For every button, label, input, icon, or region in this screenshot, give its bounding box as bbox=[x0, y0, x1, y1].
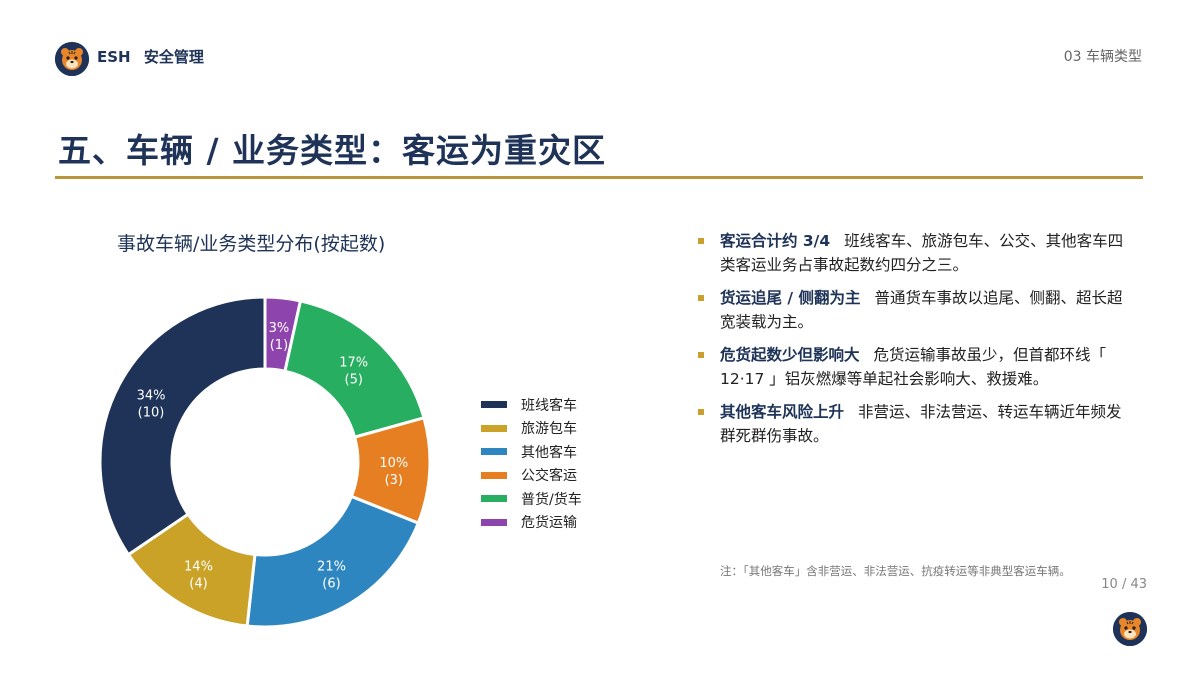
key-point-heading: 危货起数少但影响大 bbox=[720, 346, 860, 364]
donut-slice bbox=[98, 295, 267, 557]
slice-count-label: (3) bbox=[385, 473, 403, 488]
key-point: 货运追尾 / 侧翻为主 普通货车事故以追尾、侧翻、超长超宽装载为主。 bbox=[698, 286, 1130, 334]
legend-swatch bbox=[481, 424, 507, 432]
bullet-marker-icon bbox=[698, 238, 704, 244]
key-point: 危货起数少但影响大 危货运输事故虽少，但首都环线「 12·17 」铝灰燃爆等单起社… bbox=[698, 343, 1130, 391]
key-point-heading: 其他客车风险上升 bbox=[720, 403, 845, 421]
legend-item: 危货运输 bbox=[481, 511, 582, 535]
tiger-logo-icon bbox=[1113, 612, 1147, 646]
section-reference: 03 车辆类型 bbox=[1063, 49, 1142, 65]
legend-label: 旅游包车 bbox=[521, 421, 577, 438]
logo-bottom bbox=[1113, 612, 1147, 646]
legend-item: 班线客车 bbox=[481, 393, 582, 417]
legend-item: 其他客车 bbox=[481, 440, 582, 464]
legend-item: 普货/货车 bbox=[481, 487, 582, 511]
slice-count-label: (10) bbox=[138, 406, 165, 421]
key-point-heading: 货运追尾 / 侧翻为主 bbox=[720, 289, 861, 307]
slice-percent-label: 21% bbox=[317, 560, 346, 575]
key-point-heading: 客运合计约 3/4 bbox=[720, 232, 831, 250]
chart-legend: 班线客车旅游包车其他客车公交客运普货/货车危货运输 bbox=[481, 393, 582, 534]
legend-label: 普货/货车 bbox=[521, 491, 582, 508]
logo bbox=[55, 42, 89, 76]
key-point-text: 普通货车事故以追尾、侧翻、超长超宽装载为主。 bbox=[720, 289, 1123, 331]
legend-swatch bbox=[481, 518, 507, 526]
bullet-marker-icon bbox=[698, 295, 704, 301]
donut-slice bbox=[245, 494, 421, 629]
slice-count-label: (4) bbox=[189, 577, 207, 592]
slice-percent-label: 3% bbox=[269, 321, 290, 336]
brand: ESH 安全管理 bbox=[97, 46, 204, 67]
donut-chart-svg: 3% (1) 17% (5) 10% (3) 21% (6) 14% (4) 34% (10) bbox=[98, 295, 432, 629]
bullet-marker-icon bbox=[698, 409, 704, 415]
key-point: 客运合计约 3/4 班线客车、旅游包车、公交、其他客车四类客运业务占事故起数约四分… bbox=[698, 229, 1130, 277]
key-point: 其他客车风险上升 非营运、非法营运、转运车辆近年频发群死群伤事故。 bbox=[698, 400, 1130, 448]
donut-chart: 3% (1) 17% (5) 10% (3) 21% (6) 14% (4) 34% (10) bbox=[98, 292, 440, 632]
tiger-logo-icon bbox=[55, 42, 89, 76]
legend-swatch bbox=[481, 448, 507, 456]
slice-count-label: (5) bbox=[345, 372, 363, 387]
slice-count-label: (6) bbox=[322, 577, 340, 592]
slice-count-label: (1) bbox=[270, 338, 288, 353]
slice-percent-label: 17% bbox=[339, 355, 368, 370]
footnote: 注：「其他客车」含非营运、非法营运、抗疫转运等非典型客运车辆。 bbox=[720, 564, 1071, 578]
key-point-text: 非营运、非法营运、转运车辆近年频发群死群伤事故。 bbox=[720, 403, 1122, 445]
legend-label: 其他客车 bbox=[521, 444, 577, 461]
slice-percent-label: 34% bbox=[137, 389, 166, 404]
legend-label: 公交客运 bbox=[521, 468, 577, 485]
page-number: 10 / 43 bbox=[1101, 577, 1147, 592]
legend-label: 危货运输 bbox=[521, 515, 577, 532]
brand-subtitle: 安全管理 bbox=[143, 48, 204, 66]
title-divider bbox=[55, 176, 1143, 179]
bullet-marker-icon bbox=[698, 352, 704, 358]
legend-label: 班线客车 bbox=[521, 397, 577, 414]
legend-swatch bbox=[481, 471, 507, 479]
chart-title: 事故车辆/业务类型分布(按起数) bbox=[117, 233, 386, 255]
legend-swatch bbox=[481, 401, 507, 409]
legend-swatch bbox=[481, 495, 507, 503]
key-points: 客运合计约 3/4 班线客车、旅游包车、公交、其他客车四类客运业务占事故起数约四分… bbox=[698, 229, 1130, 457]
key-point-text: 班线客车、旅游包车、公交、其他客车四类客运业务占事故起数约四分之三。 bbox=[720, 232, 1124, 274]
key-point-text: 危货运输事故虽少，但首都环线「 12·17 」铝灰燃爆等单起社会影响大、救援难。 bbox=[720, 346, 1107, 388]
legend-item: 公交客运 bbox=[481, 464, 582, 488]
slice-percent-label: 14% bbox=[184, 560, 213, 575]
legend-item: 旅游包车 bbox=[481, 417, 582, 441]
brand-name: ESH bbox=[97, 48, 131, 66]
page-title: 五、车辆 / 业务类型：客运为重灾区 bbox=[58, 131, 607, 170]
slice-percent-label: 10% bbox=[379, 456, 408, 471]
